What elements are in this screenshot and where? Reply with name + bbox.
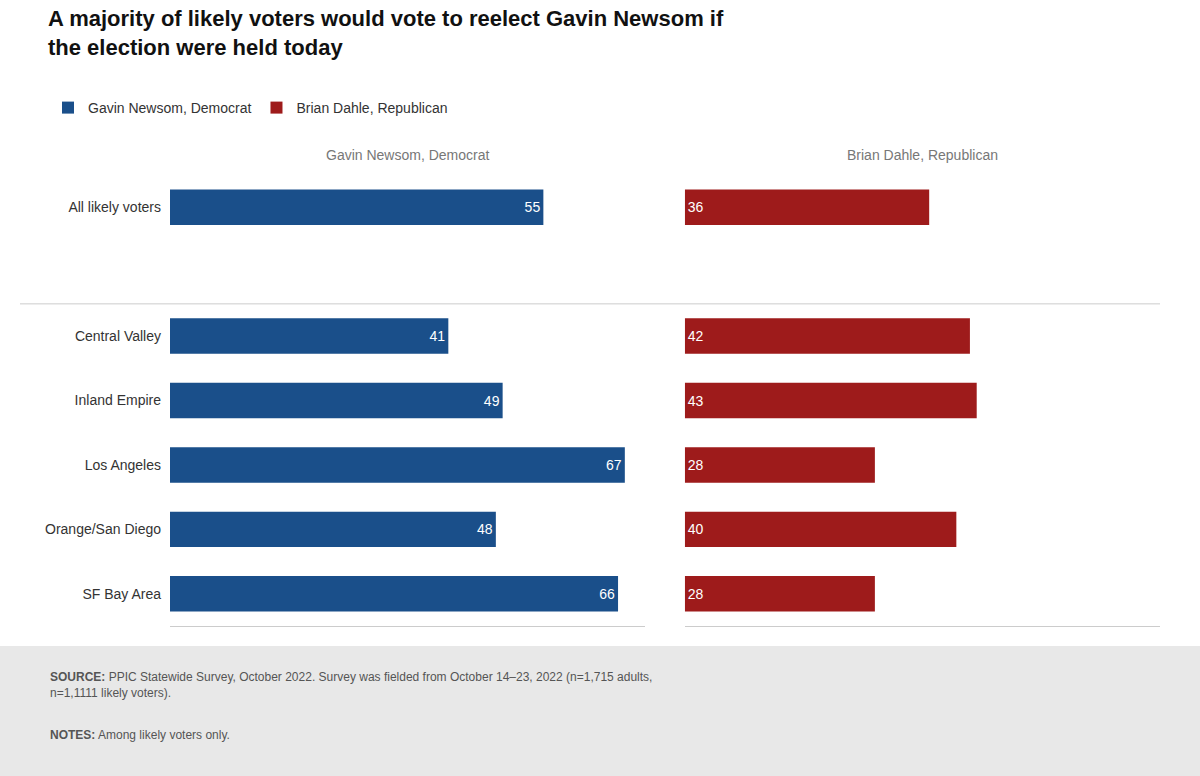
svg-text:40: 40 xyxy=(688,521,704,537)
svg-text:67: 67 xyxy=(606,457,622,473)
svg-text:Brian Dahle, Republican: Brian Dahle, Republican xyxy=(847,147,998,163)
svg-text:49: 49 xyxy=(484,393,500,409)
svg-text:Brian Dahle, Republican: Brian Dahle, Republican xyxy=(296,100,447,116)
svg-text:43: 43 xyxy=(688,393,704,409)
svg-text:Orange/San Diego: Orange/San Diego xyxy=(45,521,161,537)
svg-text:55: 55 xyxy=(525,199,541,215)
svg-text:Gavin Newsom, Democrat: Gavin Newsom, Democrat xyxy=(326,147,489,163)
svg-text:66: 66 xyxy=(599,586,615,602)
svg-text:NOTES: Among likely voters onl: NOTES: Among likely voters only. xyxy=(50,728,230,742)
svg-text:Gavin Newsom, Democrat: Gavin Newsom, Democrat xyxy=(88,100,251,116)
svg-text:Los Angeles: Los Angeles xyxy=(85,457,161,473)
svg-text:SF Bay Area: SF Bay Area xyxy=(82,586,161,602)
svg-text:41: 41 xyxy=(430,328,446,344)
svg-text:48: 48 xyxy=(477,521,493,537)
svg-text:Central Valley: Central Valley xyxy=(75,328,161,344)
svg-text:28: 28 xyxy=(688,457,704,473)
svg-text:36: 36 xyxy=(688,199,704,215)
svg-text:Inland Empire: Inland Empire xyxy=(75,392,162,408)
svg-text:All likely voters: All likely voters xyxy=(68,199,161,215)
svg-text:SOURCE: PPIC Statewide Survey,: SOURCE: PPIC Statewide Survey, October 2… xyxy=(50,670,652,700)
svg-text:A majority of likely voters wo: A majority of likely voters would vote t… xyxy=(48,6,724,60)
svg-text:28: 28 xyxy=(688,586,704,602)
svg-text:42: 42 xyxy=(688,328,704,344)
